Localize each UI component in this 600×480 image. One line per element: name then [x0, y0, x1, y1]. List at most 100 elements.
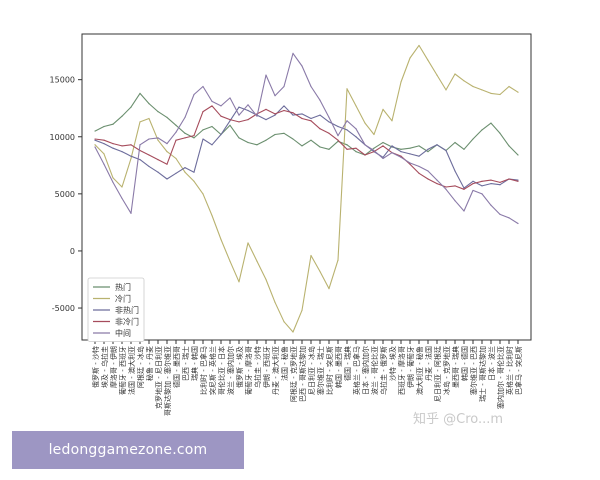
- data-point: [382, 157, 384, 160]
- legend-box: [87, 277, 145, 342]
- data-point: [130, 106, 132, 108]
- data-point: [256, 144, 258, 146]
- data-point: [490, 122, 492, 124]
- data-point: [508, 178, 510, 180]
- x-tick-label: 西班牙 - 摩洛哥: [397, 346, 406, 395]
- site-banner[interactable]: ledonggamezone.com: [12, 431, 244, 469]
- data-point: [238, 137, 240, 139]
- data-point: [193, 180, 195, 182]
- data-point: [463, 187, 465, 189]
- data-point: [472, 182, 474, 185]
- data-point: [256, 260, 258, 262]
- data-point: [400, 155, 402, 157]
- data-point: [193, 93, 195, 96]
- series-line: [94, 44, 519, 333]
- data-point: [400, 156, 402, 158]
- data-point: [409, 162, 411, 164]
- data-point: [121, 151, 123, 153]
- data-point: [328, 132, 330, 134]
- data-point: [274, 133, 276, 136]
- data-point: [508, 85, 510, 88]
- data-point: [481, 180, 483, 182]
- y-tick-label: 15000: [50, 76, 75, 85]
- data-point: [166, 163, 168, 165]
- data-point: [130, 212, 132, 214]
- data-point: [148, 154, 150, 156]
- data-point: [229, 260, 231, 262]
- x-tick-label: 秘鲁 - 丹麦: [145, 346, 154, 381]
- data-point: [391, 152, 393, 154]
- x-tick-label: 伊朗 - 西班牙: [262, 346, 271, 388]
- data-point: [508, 145, 510, 147]
- x-tick-label: 墨西哥 - 瑞典: [451, 346, 460, 388]
- data-point: [220, 115, 222, 117]
- data-point: [355, 147, 357, 149]
- data-point: [274, 301, 276, 303]
- data-point: [184, 166, 186, 169]
- data-point: [517, 91, 519, 93]
- data-point: [175, 157, 177, 160]
- data-point: [211, 100, 213, 102]
- data-point: [238, 114, 240, 116]
- data-point: [94, 146, 96, 148]
- data-point: [265, 139, 267, 141]
- legend-label: 热门: [115, 282, 131, 292]
- data-point: [211, 105, 213, 107]
- series-line: [94, 92, 519, 156]
- data-point: [238, 281, 240, 283]
- series-group: [94, 105, 519, 190]
- data-point: [517, 154, 519, 156]
- data-point: [211, 144, 213, 146]
- data-point: [211, 214, 213, 217]
- data-point: [94, 138, 96, 140]
- data-point: [481, 129, 483, 131]
- data-point: [301, 117, 303, 120]
- x-tick-label: 瑞士 - 哥斯达黎加: [478, 346, 487, 402]
- data-point: [247, 104, 249, 106]
- data-point: [274, 114, 276, 116]
- data-point: [337, 125, 339, 128]
- data-point: [229, 97, 231, 99]
- data-point: [148, 117, 150, 120]
- data-point: [364, 154, 366, 156]
- data-point: [121, 145, 123, 147]
- x-tick-label: 波兰 - 哥伦比亚: [370, 346, 379, 395]
- data-point: [481, 185, 483, 187]
- data-point: [121, 115, 123, 117]
- data-point: [499, 132, 501, 134]
- data-point: [310, 117, 312, 120]
- data-point: [265, 119, 267, 121]
- data-point: [337, 135, 339, 137]
- data-point: [292, 52, 294, 55]
- data-point: [238, 121, 240, 123]
- data-point: [445, 188, 447, 190]
- data-point: [364, 144, 366, 146]
- x-tick-label: 瑞典 - 韩国: [190, 346, 199, 381]
- data-point: [346, 148, 348, 150]
- x-tick-label: 突尼斯 - 英格兰: [208, 346, 217, 395]
- x-tick-label: 伊朗 - 葡萄牙: [406, 346, 415, 388]
- data-point: [481, 89, 483, 91]
- x-tick-label: 乌拉圭 - 沙特: [253, 346, 262, 388]
- data-point: [337, 139, 339, 141]
- data-point: [454, 185, 456, 187]
- x-tick-label: 日本 - 波兰: [487, 346, 496, 381]
- x-tick-label: 澳大利亚 - 秘鲁: [415, 346, 424, 395]
- x-tick-label: 塞内加尔 - 哥伦比亚: [496, 346, 505, 409]
- data-point: [193, 135, 195, 137]
- data-point: [229, 120, 231, 122]
- data-point: [319, 128, 321, 130]
- data-point: [346, 129, 348, 131]
- data-point: [247, 141, 249, 144]
- data-point: [319, 114, 321, 116]
- data-point: [184, 132, 186, 134]
- data-point: [283, 321, 285, 323]
- data-point: [310, 254, 312, 257]
- data-point: [454, 73, 456, 75]
- data-point: [373, 147, 375, 149]
- data-point: [346, 88, 348, 90]
- data-point: [436, 74, 438, 76]
- data-point: [247, 109, 249, 112]
- data-point: [328, 121, 330, 123]
